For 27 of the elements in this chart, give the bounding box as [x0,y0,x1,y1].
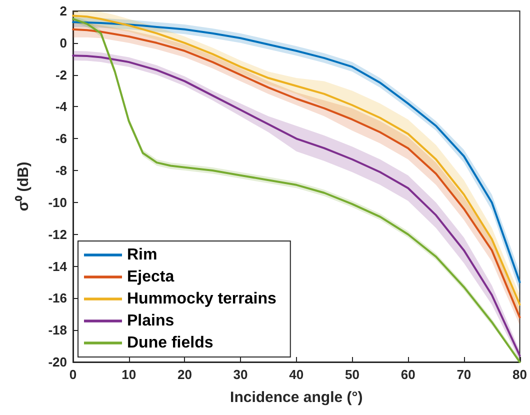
y-tick-label: 2 [60,4,67,18]
y-tick-label: -16 [48,290,67,306]
y-tick-label: -2 [55,67,67,82]
legend-label: Ejecta [127,268,174,286]
x-tick-label: 80 [512,367,528,382]
y-axis-title: σ⁰ (dB) [14,162,32,212]
y-tick-label: -6 [55,131,67,146]
x-tick-label: 70 [456,367,472,382]
y-tick-label: 0 [60,35,67,50]
legend-label: Rim [127,246,158,264]
legend-label: Dune fields [127,334,214,352]
y-tick-label: -18 [48,322,67,338]
y-tick-label: -20 [48,354,67,370]
x-tick-label: 20 [177,367,192,382]
x-tick-label: 50 [344,367,360,382]
y-tick-label: -10 [48,194,67,210]
y-tick-label: -4 [55,99,68,114]
y-tick-label: -14 [48,258,68,274]
x-axis-title: Incidence angle (°) [230,389,363,406]
legend-label: Hummocky terrains [127,290,276,308]
x-tick-label: 40 [289,367,304,382]
y-tick-label: -8 [55,163,67,178]
legend-label: Plains [127,312,174,330]
x-tick-label: 10 [122,367,136,382]
x-tick-label: 60 [400,367,416,382]
y-tick-label: -12 [48,226,67,242]
x-tick-label: 30 [233,367,248,382]
